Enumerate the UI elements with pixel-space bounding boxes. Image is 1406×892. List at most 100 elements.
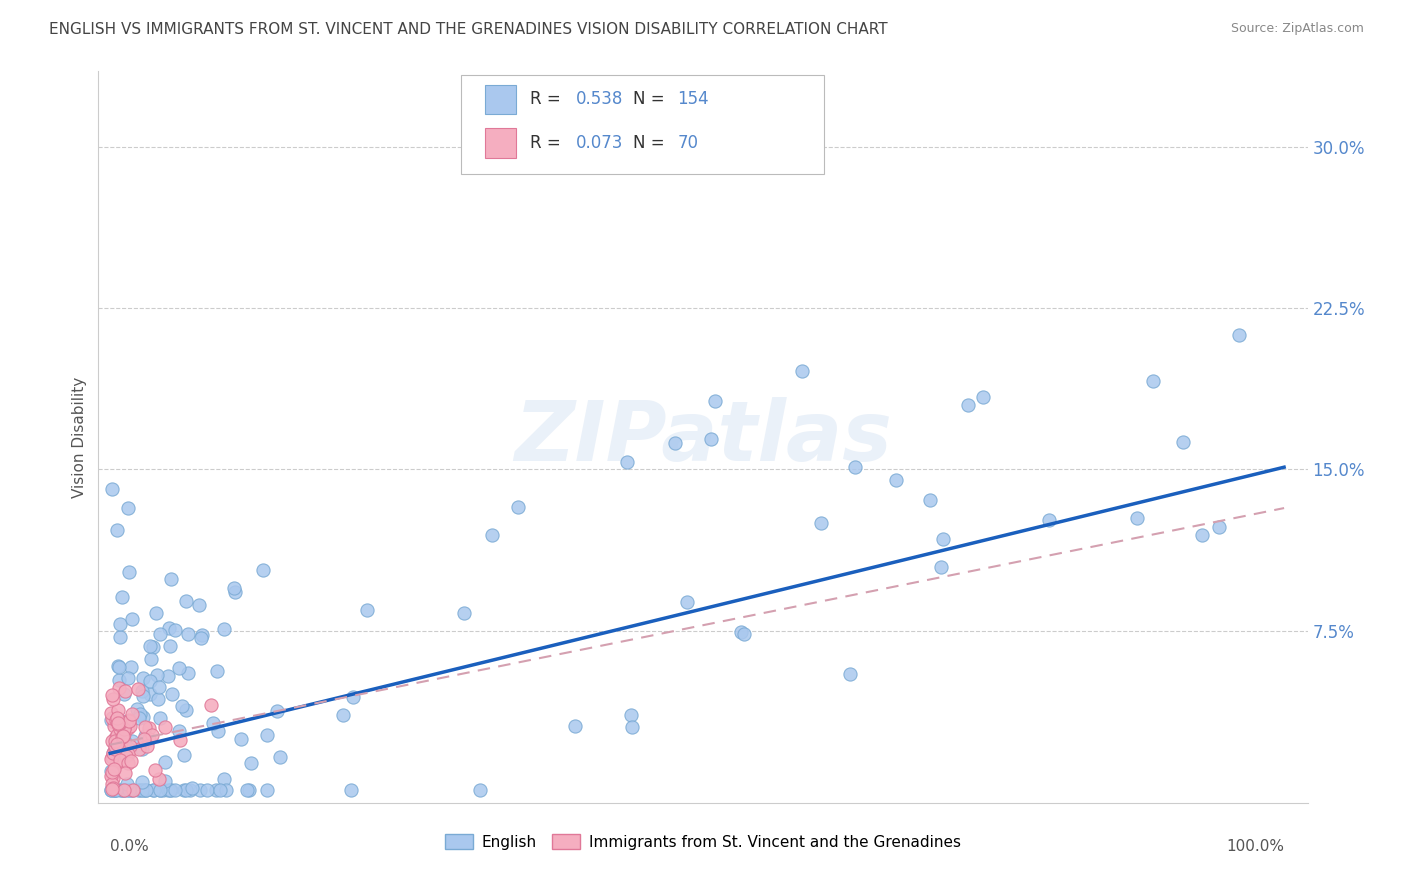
- Point: [730, 625, 752, 640]
- Point: [884, 473, 907, 487]
- Point: [120, 739, 142, 754]
- Point: [107, 717, 129, 731]
- Point: [101, 781, 124, 796]
- Point: [733, 626, 755, 640]
- Point: [664, 436, 686, 450]
- Point: [114, 683, 136, 698]
- Point: [112, 721, 135, 735]
- Point: [105, 737, 128, 751]
- Point: [103, 714, 125, 729]
- Point: [112, 783, 135, 797]
- Text: R =: R =: [530, 90, 567, 108]
- Point: [112, 729, 135, 743]
- Point: [146, 668, 169, 682]
- Point: [127, 681, 149, 696]
- Point: [107, 658, 129, 673]
- Point: [139, 674, 162, 689]
- Point: [135, 739, 157, 753]
- Point: [120, 783, 142, 797]
- Point: [621, 720, 644, 734]
- Point: [112, 783, 135, 797]
- Point: [152, 783, 174, 797]
- Point: [169, 733, 191, 747]
- Point: [100, 765, 122, 780]
- Point: [148, 680, 170, 694]
- Point: [173, 747, 195, 762]
- Point: [104, 747, 127, 762]
- Point: [104, 742, 127, 756]
- Point: [104, 733, 127, 747]
- Point: [132, 671, 155, 685]
- Point: [107, 740, 129, 755]
- Point: [179, 783, 201, 797]
- Point: [120, 660, 142, 674]
- Point: [121, 611, 143, 625]
- Point: [108, 673, 131, 687]
- Point: [105, 728, 128, 742]
- Point: [117, 756, 139, 770]
- Point: [101, 781, 124, 796]
- Point: [481, 527, 503, 541]
- Point: [107, 714, 129, 729]
- Point: [104, 739, 127, 753]
- Point: [163, 624, 186, 638]
- Point: [149, 783, 172, 797]
- Point: [101, 777, 124, 791]
- Point: [790, 364, 813, 378]
- Point: [131, 783, 153, 797]
- Point: [143, 763, 166, 777]
- FancyBboxPatch shape: [485, 85, 516, 114]
- Point: [111, 783, 134, 797]
- Point: [104, 783, 127, 797]
- Point: [342, 690, 364, 704]
- Point: [101, 746, 124, 760]
- Point: [159, 640, 181, 654]
- Point: [107, 660, 129, 674]
- Point: [174, 703, 197, 717]
- Point: [111, 731, 134, 745]
- Point: [118, 714, 141, 728]
- Point: [148, 783, 170, 797]
- Point: [269, 749, 291, 764]
- Point: [207, 665, 229, 679]
- Point: [128, 742, 150, 756]
- Point: [112, 783, 135, 797]
- Point: [157, 783, 180, 797]
- Point: [620, 707, 643, 722]
- Point: [195, 783, 218, 797]
- Point: [159, 783, 181, 797]
- Point: [699, 432, 721, 446]
- Point: [470, 783, 492, 797]
- Point: [121, 706, 143, 721]
- Point: [205, 783, 228, 797]
- Point: [122, 782, 145, 797]
- Point: [167, 723, 190, 738]
- Text: N =: N =: [633, 134, 669, 152]
- Point: [127, 783, 149, 797]
- Point: [108, 753, 131, 767]
- Point: [332, 708, 354, 723]
- Text: 70: 70: [678, 134, 699, 152]
- Point: [120, 754, 142, 768]
- Point: [131, 710, 153, 724]
- Point: [212, 772, 235, 787]
- Point: [114, 748, 136, 763]
- Point: [1227, 328, 1250, 343]
- Point: [207, 724, 229, 739]
- Point: [131, 742, 153, 756]
- Point: [117, 500, 139, 515]
- Point: [200, 698, 222, 712]
- Point: [177, 626, 200, 640]
- Point: [105, 754, 128, 768]
- Point: [1142, 374, 1164, 388]
- Text: 0.073: 0.073: [576, 134, 623, 152]
- Point: [127, 702, 149, 716]
- Point: [112, 722, 135, 736]
- Point: [139, 652, 162, 666]
- Point: [100, 711, 122, 725]
- Point: [141, 728, 163, 742]
- Point: [117, 721, 139, 735]
- Point: [931, 559, 953, 574]
- Point: [932, 532, 955, 546]
- Point: [118, 718, 141, 732]
